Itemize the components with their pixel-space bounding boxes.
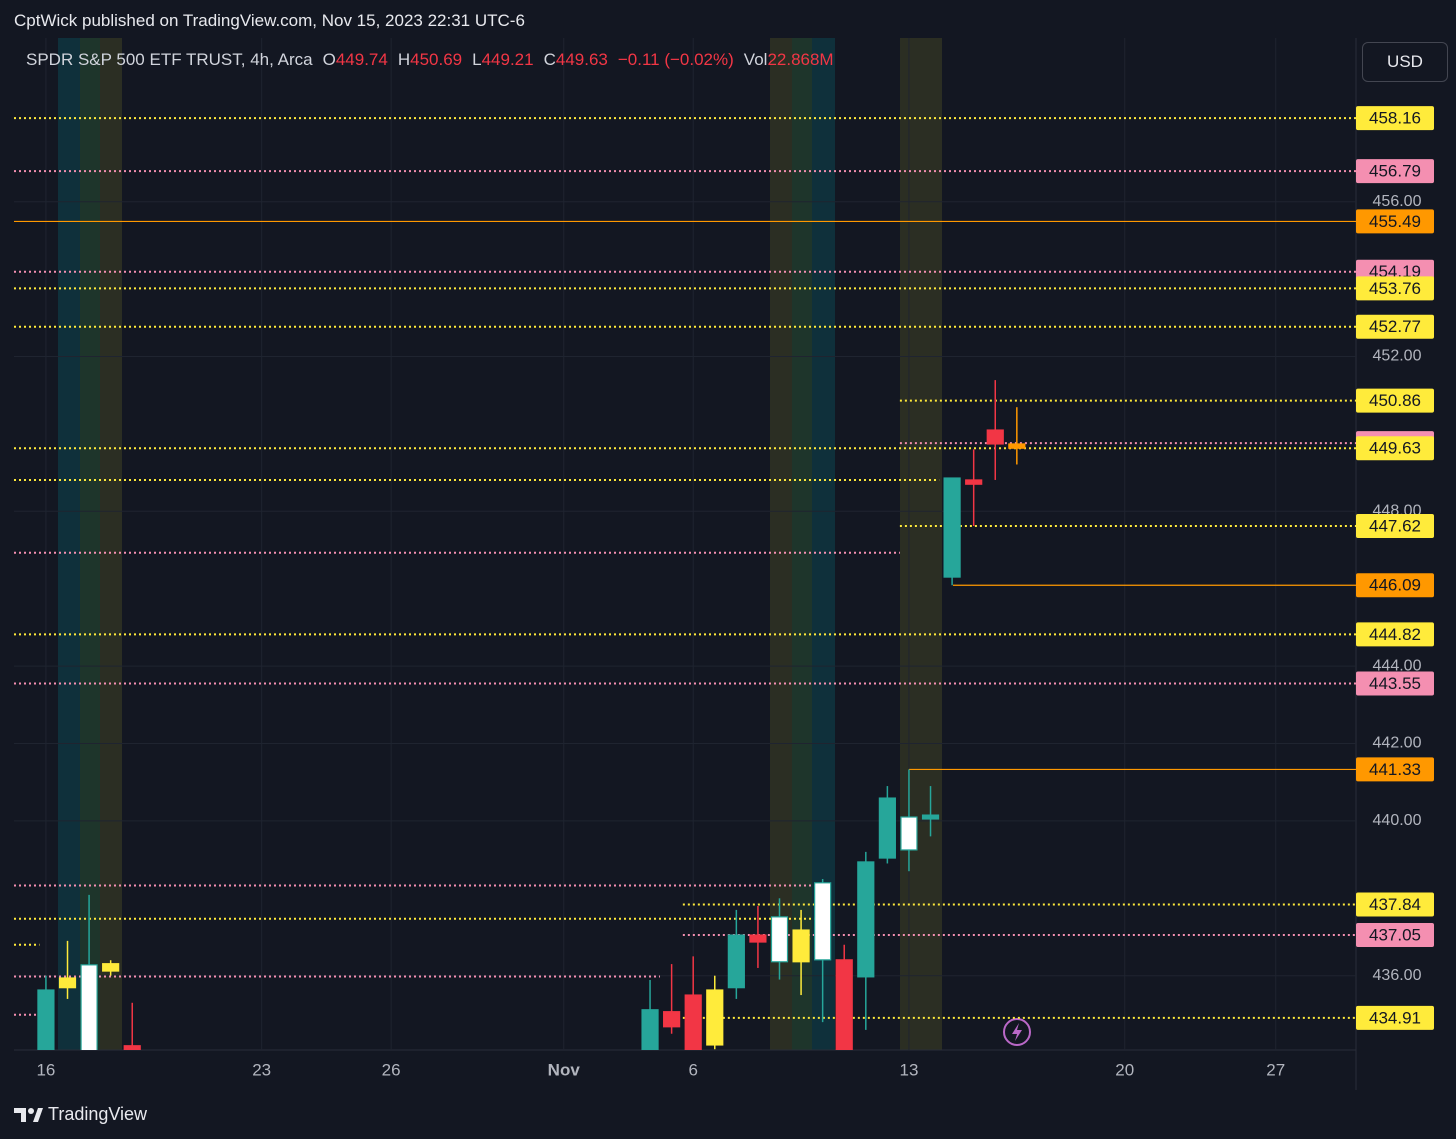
level-label-box [1356, 436, 1434, 461]
level-label: 437.84 [1369, 895, 1421, 914]
session-bands [58, 38, 942, 1050]
candle-body [123, 1045, 141, 1050]
y-tick-label: 452.00 [1373, 348, 1422, 365]
plot [14, 38, 1356, 1050]
level-label-box [1356, 671, 1434, 696]
x-tick-label: Nov [548, 1060, 581, 1079]
band [770, 38, 792, 1050]
band [812, 38, 835, 1050]
vol-key: Vol [743, 50, 768, 69]
candle-body [1008, 443, 1026, 449]
brand-logo [14, 1108, 43, 1122]
ohlc-value: 450.69 [410, 50, 463, 69]
candle-body [814, 882, 832, 961]
candle-body [37, 989, 55, 1050]
candle-body [792, 929, 810, 963]
plot-area [14, 38, 1356, 1050]
candle-body [900, 816, 918, 851]
candle-body [943, 477, 961, 578]
band [100, 38, 122, 1050]
candle-body [921, 814, 940, 820]
level-label: 452.77 [1369, 317, 1421, 336]
level-label: 449.63 [1369, 439, 1421, 458]
candle-body [663, 1011, 681, 1028]
brand: TradingView [48, 1104, 148, 1124]
level-label: 450.86 [1369, 391, 1421, 410]
level-label-box [1356, 622, 1434, 647]
level-label-box [1356, 1005, 1434, 1030]
level-label: 456.79 [1369, 162, 1421, 181]
x-tick-label: 27 [1266, 1060, 1285, 1079]
level-label-box [1356, 209, 1434, 234]
x-tick-label: 6 [688, 1060, 697, 1079]
y-tick-label: 456.00 [1373, 193, 1422, 210]
y-tick-label: 440.00 [1373, 812, 1422, 829]
band [58, 38, 80, 1050]
band [900, 38, 942, 1050]
level-label-box [1356, 892, 1434, 917]
x-tick-label: 13 [899, 1060, 918, 1079]
publish-line: CptWick published on TradingView.com, No… [14, 11, 525, 30]
candle-body [857, 861, 875, 978]
band [80, 38, 100, 1050]
candle-body [986, 429, 1004, 445]
candle-body [727, 934, 745, 989]
level-label-box [1356, 276, 1434, 301]
ohlc-value: 449.63 [555, 50, 608, 69]
level-label-box [1356, 757, 1434, 782]
ohlc-key: C [543, 50, 556, 69]
candle-body [878, 797, 896, 859]
ohlc-value: 449.21 [481, 50, 534, 69]
x-tick-label: 16 [36, 1060, 55, 1079]
y-tick-label: 442.00 [1373, 735, 1422, 752]
ohlc-value: 449.74 [335, 50, 388, 69]
level-label-box [1356, 514, 1434, 539]
y-tick-label: 444.00 [1373, 657, 1422, 674]
symbol: SPDR S&P 500 ETF TRUST, 4h, Arca [26, 50, 313, 69]
x-tick-label: 20 [1115, 1060, 1134, 1079]
change: −0.11 (−0.02%) [617, 50, 734, 69]
candle-body [749, 934, 767, 943]
vol-value: 22.868M [767, 50, 834, 69]
level-label: 434.91 [1369, 1008, 1421, 1027]
level-label-box [1356, 314, 1434, 339]
candle-body [641, 1009, 659, 1050]
level-label: 443.55 [1369, 674, 1421, 693]
band [792, 38, 812, 1050]
legend: SPDR S&P 500 ETF TRUST, 4h, Arca O449.74 H… [26, 50, 834, 70]
level-label: 455.49 [1369, 212, 1421, 231]
level-label-box [1356, 106, 1434, 131]
ohlc-key: H [397, 50, 411, 69]
level-label-box [1356, 573, 1434, 598]
level-label-box [1356, 923, 1434, 948]
level-label: 447.62 [1369, 516, 1421, 535]
currency-button[interactable]: USD [1362, 42, 1448, 82]
ohlc-key: L [472, 50, 482, 69]
level-label-box [1356, 388, 1434, 413]
candle-body [835, 959, 853, 1050]
level-label: 453.76 [1369, 279, 1421, 298]
level-label: 446.09 [1369, 576, 1421, 595]
level-label: 437.05 [1369, 926, 1421, 945]
candle-body [684, 994, 702, 1050]
x-tick-label: 26 [382, 1060, 401, 1079]
candle-body [706, 989, 724, 1046]
candle-body [770, 916, 789, 963]
level-label: 444.82 [1369, 625, 1421, 644]
alert-icon[interactable] [1003, 1018, 1031, 1046]
y-tick-label: 436.00 [1373, 967, 1422, 984]
candle-body [58, 977, 77, 989]
ohlc-key: O [322, 50, 336, 69]
candle-body [102, 963, 120, 972]
x-tick-label: 23 [252, 1060, 271, 1079]
candle-body [80, 964, 98, 1050]
candle-body [965, 479, 983, 485]
level-label: 441.33 [1369, 760, 1421, 779]
level-label: 458.16 [1369, 109, 1421, 128]
level-label-box [1356, 159, 1434, 184]
